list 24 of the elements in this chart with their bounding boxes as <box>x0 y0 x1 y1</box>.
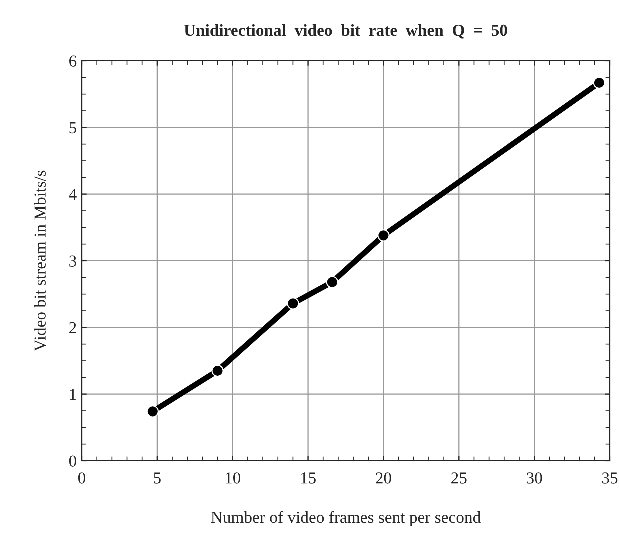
y-tick-label: 1 <box>70 389 76 400</box>
x-axis-title: Number of video frames sent per second <box>211 511 481 527</box>
point <box>326 276 338 288</box>
y-tick-label: 4 <box>69 189 77 200</box>
y-tick-label: 2 <box>70 322 76 334</box>
chart-title: Unidirectional video bit rate when Q = 50 <box>184 24 508 39</box>
point <box>287 298 300 310</box>
x-tick-label: 0 <box>78 472 86 484</box>
x-tick-label: 15 <box>301 472 316 484</box>
x-tick-label: 20 <box>376 472 392 484</box>
point <box>593 76 606 90</box>
y-axis-title: Video bit stream in Mbits/s <box>34 170 46 352</box>
point <box>378 230 390 242</box>
x-tick-label: 5 <box>154 472 161 484</box>
x-tick-label: 25 <box>452 472 467 484</box>
y-tick-label: 0 <box>69 456 77 467</box>
point <box>146 406 159 418</box>
x-tick-label: 30 <box>527 472 542 484</box>
x-tick-label: 35 <box>602 472 618 484</box>
x-tick-label: 10 <box>226 472 241 484</box>
y-tick-label: 5 <box>70 122 76 134</box>
y-tick-label: 6 <box>70 56 77 67</box>
y-tick-label: 3 <box>70 256 76 267</box>
point <box>212 364 224 378</box>
